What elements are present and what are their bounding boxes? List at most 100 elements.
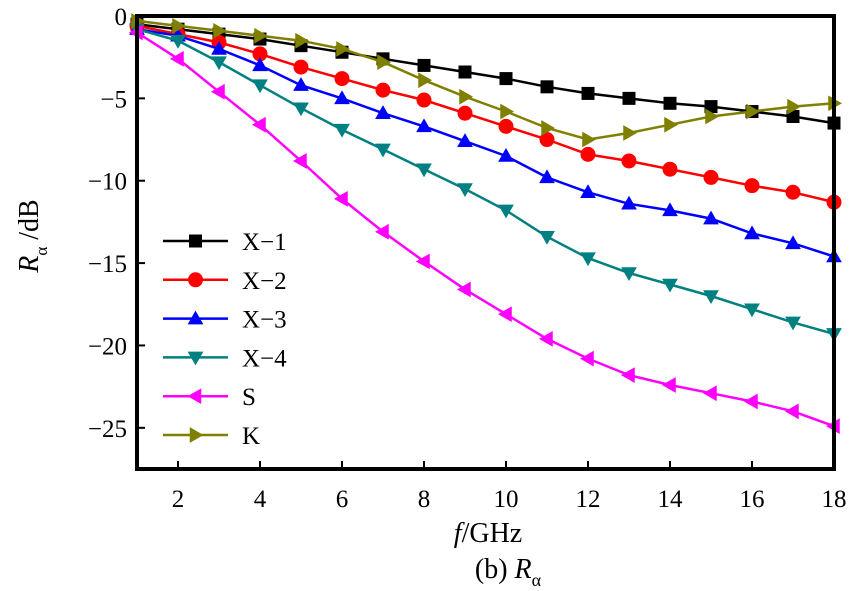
y-tick-label: −15 — [88, 251, 127, 278]
legend-label: X−3 — [242, 307, 287, 334]
data-point — [785, 316, 801, 331]
data-point — [459, 88, 474, 105]
series-line — [136, 31, 835, 428]
data-point — [293, 59, 309, 75]
data-point — [703, 210, 719, 225]
data-point — [705, 108, 720, 125]
series-line — [136, 27, 835, 336]
data-point — [580, 146, 596, 162]
axis-ticks: 2 4 6 8 10 12 14 16 18 0 −5 −10 −15 −20 −25 — [88, 4, 847, 513]
data-point — [252, 79, 268, 94]
series-line — [136, 19, 835, 141]
data-point — [623, 125, 638, 141]
legend-marker — [187, 388, 202, 405]
data-point — [457, 105, 473, 121]
data-point — [254, 27, 269, 44]
data-point — [539, 169, 555, 184]
y-axis-label: Rα /dB — [14, 199, 51, 274]
data-point — [172, 18, 187, 34]
data-point — [744, 303, 760, 318]
data-point — [581, 86, 595, 100]
data-point — [498, 148, 514, 162]
figure-caption: (b) Rα — [475, 554, 542, 590]
legend-item: K — [163, 423, 260, 450]
legend-item: X−1 — [163, 229, 287, 256]
data-point — [374, 223, 389, 240]
data-point — [498, 204, 514, 219]
data-point — [210, 83, 225, 100]
x-tick-label: 10 — [494, 486, 519, 513]
x-tick-label: 12 — [576, 486, 601, 513]
data-point — [416, 92, 432, 108]
x-tick-label: 6 — [336, 486, 349, 513]
data-point — [457, 183, 473, 197]
legend-item: X−3 — [163, 307, 287, 334]
data-point — [456, 281, 471, 298]
data-point — [662, 161, 678, 177]
x-tick-label: 8 — [418, 486, 431, 513]
y-tick-label: 0 — [115, 4, 128, 31]
legend-marker — [188, 272, 203, 288]
series-line — [136, 27, 835, 258]
data-point — [334, 123, 350, 138]
data-point — [621, 153, 637, 169]
data-point — [498, 118, 514, 134]
data-point — [295, 32, 310, 49]
data-point — [743, 393, 758, 410]
legend-marker — [189, 234, 202, 248]
series-5 — [128, 24, 840, 435]
data-point — [252, 57, 268, 72]
data-point — [661, 377, 676, 393]
legend-marker — [187, 310, 204, 325]
y-tick-label: −5 — [100, 86, 127, 113]
data-point — [497, 306, 512, 323]
data-point — [787, 98, 802, 115]
data-point — [251, 116, 266, 133]
data-point — [334, 71, 350, 87]
y-tick-label: −20 — [88, 333, 127, 360]
plot-frame — [135, 14, 836, 471]
data-point — [211, 56, 227, 71]
legend: X−1 X−2 X−3 X−4 SK — [163, 229, 287, 450]
x-tick-label: 14 — [658, 486, 684, 513]
data-point — [703, 169, 719, 185]
data-point — [213, 22, 228, 39]
series-line — [136, 22, 835, 125]
legend-label: X−2 — [242, 268, 287, 295]
data-point — [621, 195, 637, 210]
y-tick-label: −10 — [88, 169, 127, 196]
data-point — [416, 118, 432, 133]
data-point — [539, 230, 555, 245]
data-point — [582, 131, 597, 148]
legend-item: X−2 — [163, 268, 287, 295]
data-point — [336, 41, 351, 57]
x-tick-label: 2 — [172, 486, 185, 513]
data-point — [375, 143, 391, 158]
data-point — [620, 367, 635, 383]
data-point — [170, 34, 186, 49]
data-point — [334, 90, 350, 105]
x-tick-label: 4 — [254, 486, 267, 513]
data-point — [499, 72, 513, 86]
data-point — [703, 290, 719, 305]
legend-label: X−4 — [242, 345, 287, 372]
data-point — [417, 58, 431, 72]
data-point — [415, 253, 430, 270]
y-tick-label: −25 — [88, 416, 127, 443]
data-point — [785, 184, 801, 200]
x-tick-label: 18 — [822, 486, 847, 513]
data-point — [211, 40, 227, 55]
legend-item: S — [163, 384, 256, 411]
data-point — [785, 235, 801, 250]
legend-label: K — [242, 423, 260, 450]
data-point — [580, 184, 596, 199]
data-point — [664, 116, 679, 133]
data-point — [292, 153, 307, 169]
series-6 — [131, 13, 843, 148]
x-tick-label: 16 — [740, 486, 765, 513]
data-point — [662, 278, 678, 293]
data-point — [702, 385, 717, 402]
data-point — [744, 225, 760, 240]
data-point — [293, 77, 309, 91]
